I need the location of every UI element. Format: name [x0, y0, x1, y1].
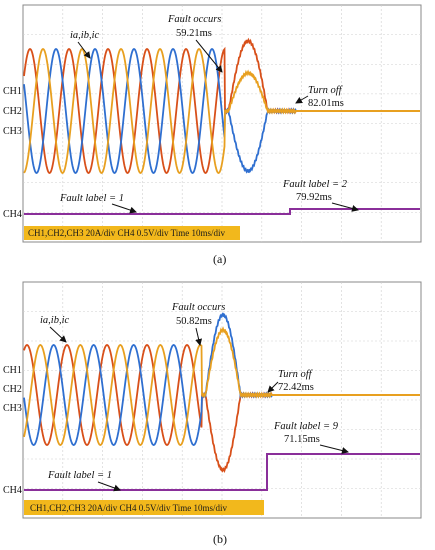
panel-a-waveforms: [23, 37, 420, 174]
panel-b-ch3-label: CH3: [3, 403, 22, 414]
panel-a-ch1-label: CH1: [3, 86, 22, 97]
panel-a-caption: (a): [213, 252, 226, 266]
panel-b-ch4-step: [24, 453, 420, 491]
panel-b-fault-occurs-time: 50.82ms: [176, 316, 212, 327]
panel-b-fault-arrow: [195, 327, 203, 346]
panel-a-info-text: CH1,CH2,CH3 20A/div CH4 0.5V/div Time 10…: [28, 228, 226, 238]
panel-a-turn-off-arrow: [295, 95, 309, 104]
panel-b-ch1-label: CH1: [3, 365, 22, 376]
panel-b-fault-label-before-arrow: [97, 481, 121, 492]
panel-a-fault-label-after-time: 79.92ms: [296, 192, 332, 203]
panel-a-fault-label-after: Fault label = 2: [282, 179, 348, 190]
panel-a-series-arrow: [77, 41, 91, 59]
panel-b-fault-label-after-time: 71.15ms: [284, 434, 320, 445]
panel-a-ch4-label: CH4: [3, 209, 22, 220]
panel-a-info-box: [24, 226, 240, 240]
panel-b-caption: (b): [213, 532, 227, 546]
panel-a-fault-occurs-time: 59.21ms: [176, 28, 212, 39]
panel-b-grid: [23, 282, 421, 518]
panel-a-fault-label-after-arrow: [331, 202, 359, 212]
panel-b-fault-label-after-arrow: [319, 444, 349, 454]
panel-b-fault-occurs-label: Fault occurs: [171, 302, 225, 313]
panel-a-fault-occurs-label: Fault occurs: [167, 14, 221, 25]
panel-b: CH1 CH2 CH3 CH4 ia,ib,ic Fault occurs 50…: [3, 281, 422, 546]
panel-b-fault-label-before: Fault label = 1: [47, 470, 112, 481]
panel-a-series-label: ia,ib,ic: [70, 30, 100, 41]
panel-b-fault-label-after: Fault label = 9: [273, 421, 339, 432]
panel-b-info-box: [24, 500, 264, 515]
panel-a: CH1 CH2 CH3 CH4 ia,ib,ic Fault occurs 59…: [3, 4, 422, 266]
panel-b-series-label: ia,ib,ic: [40, 315, 70, 326]
panel-b-info-text: CH1,CH2,CH3 20A/div CH4 0.5V/div Time 10…: [30, 503, 228, 513]
panel-b-turn-off-label: Turn off: [278, 369, 314, 380]
panel-b-ch2-label: CH2: [3, 384, 22, 395]
panel-b-ch4-label: CH4: [3, 485, 22, 496]
panel-b-series-arrow: [49, 326, 67, 343]
panel-b-ch4-trace: [24, 453, 420, 491]
panel-a-ch3-label: CH3: [3, 126, 22, 137]
panel-b-turn-off-arrow: [267, 381, 279, 393]
panel-a-grid: [23, 5, 421, 242]
panel-a-fault-label-before: Fault label = 1: [59, 193, 124, 204]
panel-b-turn-off-time: 72.42ms: [278, 382, 314, 393]
panel-b-waveforms: [23, 312, 420, 474]
panel-a-fault-label-before-arrow: [111, 203, 137, 214]
panel-a-turn-off-label: Turn off: [308, 85, 344, 96]
panel-a-ch2-label: CH2: [3, 106, 22, 117]
panel-a-turn-off-time: 82.01ms: [308, 98, 344, 109]
panel-a-fault-arrow: [195, 39, 223, 73]
